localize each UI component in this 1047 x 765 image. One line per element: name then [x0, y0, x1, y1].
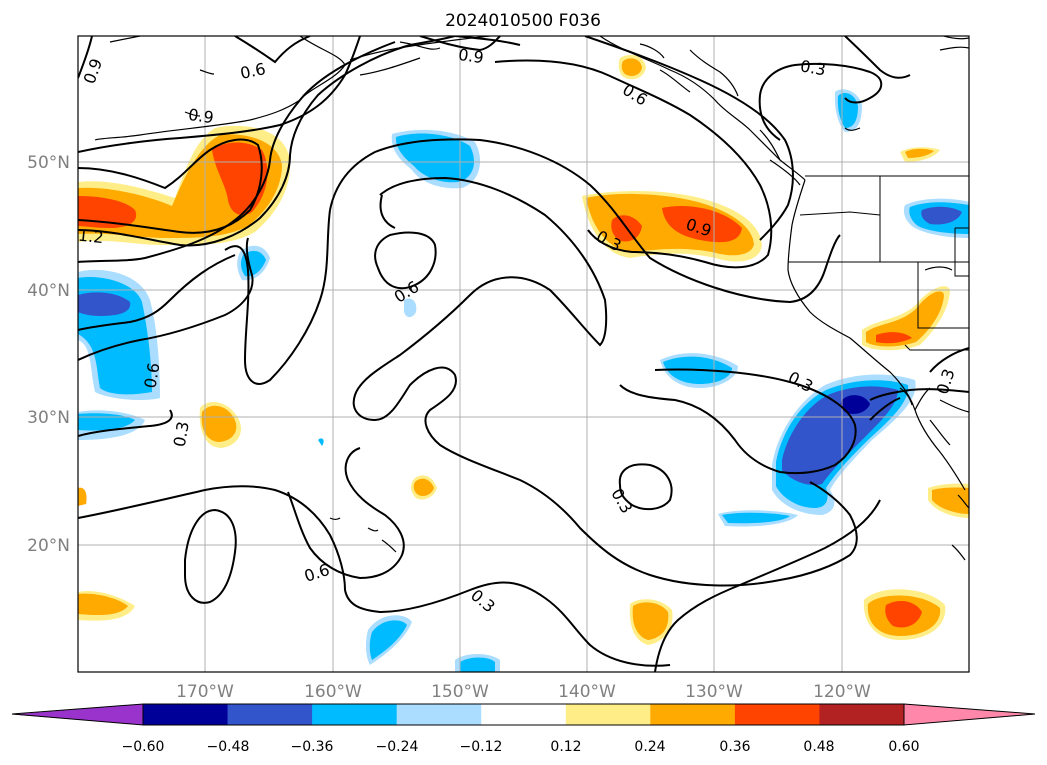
lon-label: 160°W	[304, 682, 362, 702]
colorbar-segment	[481, 704, 567, 725]
contour-lines	[78, 36, 969, 672]
colorbar-tick-labels: −0.60 −0.48 −0.36 −0.24 −0.12 0.12 0.24 …	[122, 739, 920, 755]
colorbar-segment	[143, 704, 229, 725]
contour-label: 0.9	[187, 105, 215, 127]
west-coast	[787, 179, 966, 491]
lon-label: 130°W	[685, 682, 743, 702]
longitude-labels: 170°W 160°W 150°W 140°W 130°W 120°W	[176, 682, 871, 702]
lon-label: 140°W	[558, 682, 616, 702]
map-title: 2024010500 F036	[445, 11, 601, 31]
grid-lines	[78, 36, 969, 672]
colorbar-segment	[819, 704, 905, 725]
colorbar-tick: 0.60	[888, 739, 919, 755]
contour-label: 0.6	[140, 361, 163, 389]
colorbar-segment	[650, 704, 736, 725]
lat-label: 50°N	[27, 153, 70, 173]
contour-label: 0.3	[170, 420, 193, 448]
colorbar-tick: −0.48	[207, 739, 250, 755]
lat-label: 30°N	[27, 408, 70, 428]
lon-label: 170°W	[176, 682, 234, 702]
latitude-labels: 50°N 40°N 30°N 20°N	[27, 153, 70, 556]
colorbar-extend-min	[12, 704, 143, 725]
colorbar: −0.60 −0.48 −0.36 −0.24 −0.12 0.12 0.24 …	[11, 703, 1036, 755]
colorbar-tick: 0.12	[550, 739, 581, 755]
map-frame	[77, 35, 970, 673]
colorbar-tick: −0.12	[460, 739, 503, 755]
contour-label: 0.9	[457, 45, 485, 67]
lat-label: 20°N	[27, 536, 70, 556]
lat-label: 40°N	[27, 281, 70, 301]
colorbar-segments	[12, 704, 1035, 725]
colorbar-tick: 0.36	[719, 739, 750, 755]
contour-label: 0.3	[799, 56, 827, 79]
colorbar-segment	[565, 704, 651, 725]
map-area: 0.9 0.6 0.9 1.2 0.6 0.6 0.3 0.9 0.6 0.3 …	[77, 36, 969, 672]
contour-label: 1.2	[77, 226, 104, 248]
shaded-fields	[78, 55, 969, 672]
political-borders	[788, 175, 969, 351]
colorbar-tick: −0.36	[291, 739, 334, 755]
colorbar-tick: −0.24	[376, 739, 419, 755]
colorbar-segment	[312, 704, 398, 725]
lon-label: 150°W	[431, 682, 489, 702]
lon-label: 120°W	[813, 682, 871, 702]
colorbar-tick: −0.60	[122, 739, 165, 755]
colorbar-segment	[734, 704, 820, 725]
colorbar-segment	[396, 704, 482, 725]
colorbar-segment	[227, 704, 313, 725]
colorbar-tick: 0.24	[634, 739, 665, 755]
contour-label: 0.6	[238, 59, 267, 83]
colorbar-extend-max	[904, 704, 1035, 725]
colorbar-tick: 0.48	[803, 739, 834, 755]
